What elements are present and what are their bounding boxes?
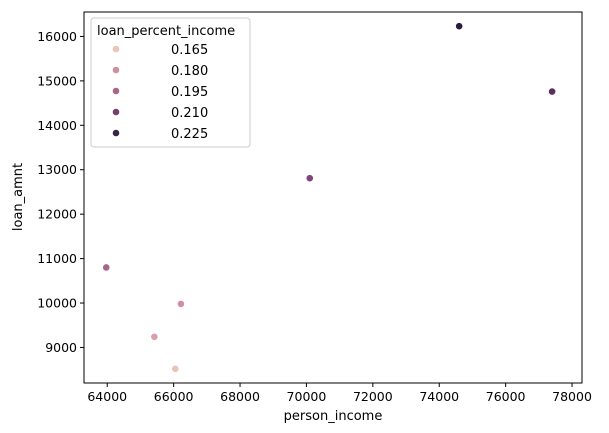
legend-entry-label: 0.165 xyxy=(171,43,208,58)
legend-marker xyxy=(112,108,120,116)
legend: loan_percent_income 0.165 0.180 0.195 0.210… xyxy=(90,17,251,148)
x-tick-label: 64000 xyxy=(87,389,127,404)
legend-marker xyxy=(112,66,120,74)
x-tick-label: 72000 xyxy=(353,389,393,404)
y-tick-label: 9000 xyxy=(45,340,77,355)
data-point xyxy=(305,174,314,183)
data-points xyxy=(102,22,557,373)
legend-entry-label: 0.225 xyxy=(171,127,208,142)
y-tick-label: 12000 xyxy=(37,207,77,222)
y-tick-label: 14000 xyxy=(37,118,77,133)
legend-marker xyxy=(112,129,120,137)
x-tick-label: 78000 xyxy=(552,389,592,404)
x-tick-label: 70000 xyxy=(287,389,327,404)
legend-entry-label: 0.180 xyxy=(171,64,208,79)
x-tick-label: 76000 xyxy=(486,389,526,404)
y-axis-label: loan_amnt xyxy=(11,163,26,231)
x-axis: 64000 66000 68000 70000 72000 74000 76000 78000 xyxy=(87,383,592,404)
data-point xyxy=(548,87,557,96)
data-point xyxy=(177,300,185,308)
x-tick-label: 68000 xyxy=(220,389,260,404)
legend-box xyxy=(90,17,251,148)
y-tick-label: 13000 xyxy=(37,162,77,177)
y-tick-label: 15000 xyxy=(37,73,77,88)
x-axis-label: person_income xyxy=(284,409,383,424)
legend-entry-label: 0.195 xyxy=(171,85,208,100)
x-tick-label: 66000 xyxy=(154,389,194,404)
data-point xyxy=(455,22,464,31)
legend-marker xyxy=(112,87,120,95)
data-point xyxy=(102,263,111,272)
y-tick-label: 10000 xyxy=(37,296,77,311)
plot-frame xyxy=(83,11,583,384)
legend-marker xyxy=(112,45,120,53)
x-tick-label: 74000 xyxy=(419,389,459,404)
y-tick-label: 16000 xyxy=(37,29,77,44)
legend-entry-label: 0.210 xyxy=(171,106,208,121)
data-point xyxy=(150,332,159,341)
data-point xyxy=(171,364,180,373)
y-tick-label: 11000 xyxy=(37,251,77,266)
legend-title: loan_percent_income xyxy=(97,24,235,39)
y-axis: 9000 10000 11000 12000 13000 14000 15000 16000 xyxy=(37,29,84,355)
